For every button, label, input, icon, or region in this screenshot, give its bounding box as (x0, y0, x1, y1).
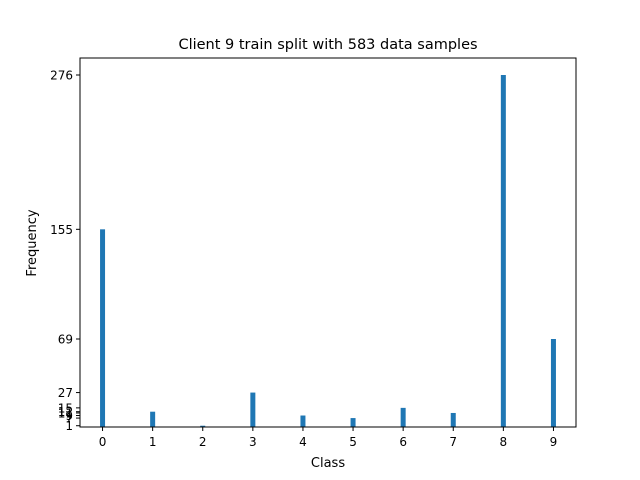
bar-class-1 (150, 411, 156, 427)
bar-class-0 (100, 229, 106, 427)
x-axis-ticks: 0 1 2 3 4 5 6 7 8 9 (99, 427, 558, 449)
y-tick-label: 12 (58, 405, 73, 419)
x-axis-label: Class (311, 456, 345, 471)
x-tick-label: 0 (99, 435, 107, 449)
bar-class-9 (550, 339, 556, 427)
bar-class-7 (450, 412, 456, 427)
y-tick-label: 11 (58, 406, 73, 420)
bars-group (100, 75, 556, 427)
y-tick-label: 155 (50, 223, 73, 237)
y-tick-label: 1 (65, 419, 73, 433)
x-tick-label: 4 (299, 435, 307, 449)
plot-frame (79, 57, 577, 428)
bar-class-5 (350, 418, 356, 427)
bar-class-2 (200, 425, 206, 427)
y-tick-label: 15 (58, 401, 73, 415)
y-tick-label: 7 (65, 412, 73, 426)
x-tick-label: 9 (550, 435, 558, 449)
y-tick-label: 27 (58, 386, 73, 400)
bar-class-6 (400, 407, 406, 427)
y-tick-label: 276 (50, 69, 73, 83)
x-tick-label: 5 (349, 435, 357, 449)
x-tick-label: 2 (199, 435, 207, 449)
x-tick-label: 1 (149, 435, 157, 449)
y-axis-label: Frequency (25, 209, 40, 276)
y-tick-label: 9 (65, 409, 73, 423)
bar-class-8 (500, 75, 506, 427)
x-tick-label: 3 (249, 435, 257, 449)
bar-class-3 (250, 392, 256, 427)
x-tick-label: 6 (399, 435, 407, 449)
y-tick-label: 69 (58, 333, 73, 347)
x-tick-label: 7 (449, 435, 457, 449)
chart-title: Client 9 train split with 583 data sampl… (178, 37, 477, 53)
x-tick-label: 8 (500, 435, 508, 449)
bar-class-4 (300, 415, 306, 427)
